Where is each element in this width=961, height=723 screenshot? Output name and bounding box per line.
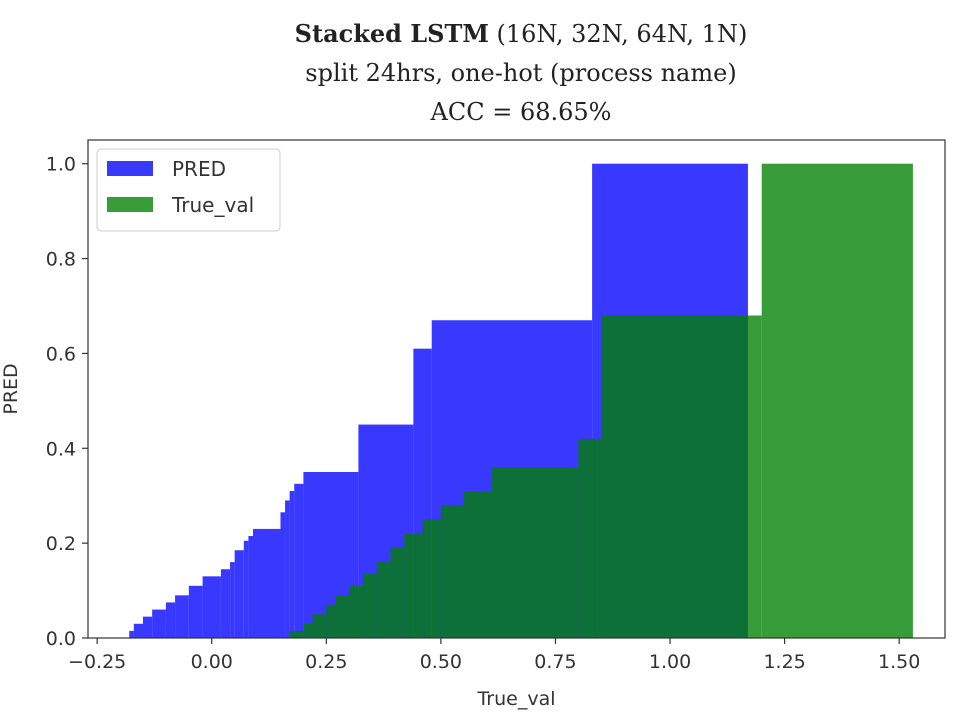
y-tick-label: 1.0: [46, 154, 76, 176]
x-tick-label: 1.50: [878, 651, 920, 673]
series-1-step: [601, 315, 762, 638]
y-axis-label: PRED: [0, 363, 22, 414]
series-0-step: [152, 609, 166, 638]
y-tick-label: 0.8: [46, 249, 76, 271]
ticks-layer: −0.25 0.00 0.25 0.50 0.75 1.00 1.25 1.50 0.0 0.2 0…: [46, 154, 921, 673]
series-layer: [129, 163, 913, 638]
series-0-step: [142, 616, 153, 638]
series-0-step: [220, 569, 231, 638]
series-0-step: [165, 602, 176, 638]
series-1-step: [362, 573, 377, 638]
series-0-step: [294, 483, 304, 638]
series-1-step: [303, 623, 313, 638]
series-0-step: [175, 595, 189, 638]
series-1-step: [326, 604, 336, 638]
x-tick-label: 1.00: [649, 651, 691, 673]
title-line-2: split 24hrs, one-hot (process name): [305, 59, 737, 87]
series-1-step: [578, 438, 602, 638]
series-1-step: [404, 533, 423, 638]
legend-swatch: [107, 197, 153, 212]
series-1-step: [491, 467, 579, 638]
x-tick-label: 0.75: [534, 651, 576, 673]
series-0-step: [234, 550, 244, 638]
series-1-step: [289, 630, 304, 638]
x-tick-label: 1.25: [763, 651, 805, 673]
title-bold: Stacked LSTM: [294, 19, 489, 48]
series-0-step: [285, 500, 290, 638]
series-1-step: [376, 562, 391, 638]
series-0-step: [230, 562, 235, 638]
title-line-1: Stacked LSTM (16N, 32N, 64N, 1N): [0, 14, 961, 54]
x-tick-label: 0.00: [191, 651, 233, 673]
y-tick-label: 0.4: [46, 438, 76, 460]
x-tick-label: 0.25: [305, 651, 347, 673]
legend-label: True_val: [171, 193, 254, 217]
title-line-3: ACC = 68.65%: [430, 98, 612, 126]
plot-frame: [87, 139, 946, 639]
series-0-step: [252, 528, 281, 638]
series-1-step: [422, 519, 441, 638]
series-0-step: [129, 630, 134, 638]
x-axis-label: True_val: [476, 688, 555, 710]
series-1-step: [349, 585, 363, 638]
series-1-step: [390, 547, 405, 638]
series-1-step: [463, 490, 492, 638]
series-0-step: [243, 540, 249, 638]
series-1-step: [312, 614, 327, 638]
legend-label: PRED: [172, 157, 226, 181]
legend-swatch: [107, 161, 153, 176]
series-0-step: [188, 585, 203, 638]
series-0-step: [280, 512, 286, 638]
title-rest: (16N, 32N, 64N, 1N): [488, 20, 748, 48]
series-0-step: [202, 576, 221, 638]
legend: PRED True_val: [96, 148, 281, 232]
chart-title: Stacked LSTM (16N, 32N, 64N, 1N) split 2…: [0, 14, 961, 132]
y-tick-label: 0.6: [46, 343, 76, 365]
series-0-step: [248, 536, 253, 638]
y-tick-label: 0.0: [46, 628, 76, 650]
series-1-step: [761, 163, 913, 638]
x-tick-label: 0.50: [420, 651, 462, 673]
series-0-step: [289, 490, 295, 638]
y-tick-label: 0.2: [46, 533, 76, 555]
series-1-step: [440, 505, 464, 638]
x-tick-label: −0.25: [68, 651, 126, 673]
series-1-step: [335, 595, 350, 638]
series-0-step: [133, 623, 143, 638]
